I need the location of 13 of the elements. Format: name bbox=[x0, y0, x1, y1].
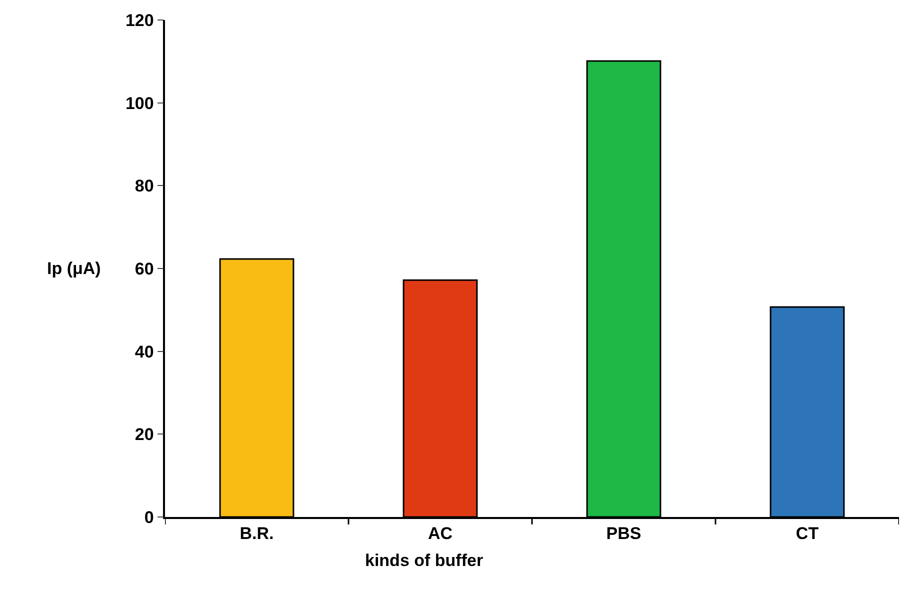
y-axis-title: Ip (μA) bbox=[47, 259, 101, 278]
x-tick-label: CT bbox=[796, 524, 820, 544]
y-tick-label: 40 bbox=[134, 342, 154, 362]
y-tick-label: 80 bbox=[134, 176, 154, 196]
x-tick-label: AC bbox=[428, 524, 453, 544]
x-axis-title: kinds of buffer bbox=[365, 551, 484, 570]
y-tick-label: 0 bbox=[144, 508, 154, 527]
y-tick-label: 120 bbox=[125, 10, 154, 30]
x-tick-label: B.R. bbox=[240, 524, 274, 544]
x-tick-label: PBS bbox=[606, 524, 642, 544]
y-tick-label: 100 bbox=[125, 94, 154, 113]
y-tick-label: 20 bbox=[134, 425, 154, 444]
y-tick-label: 60 bbox=[134, 259, 154, 278]
